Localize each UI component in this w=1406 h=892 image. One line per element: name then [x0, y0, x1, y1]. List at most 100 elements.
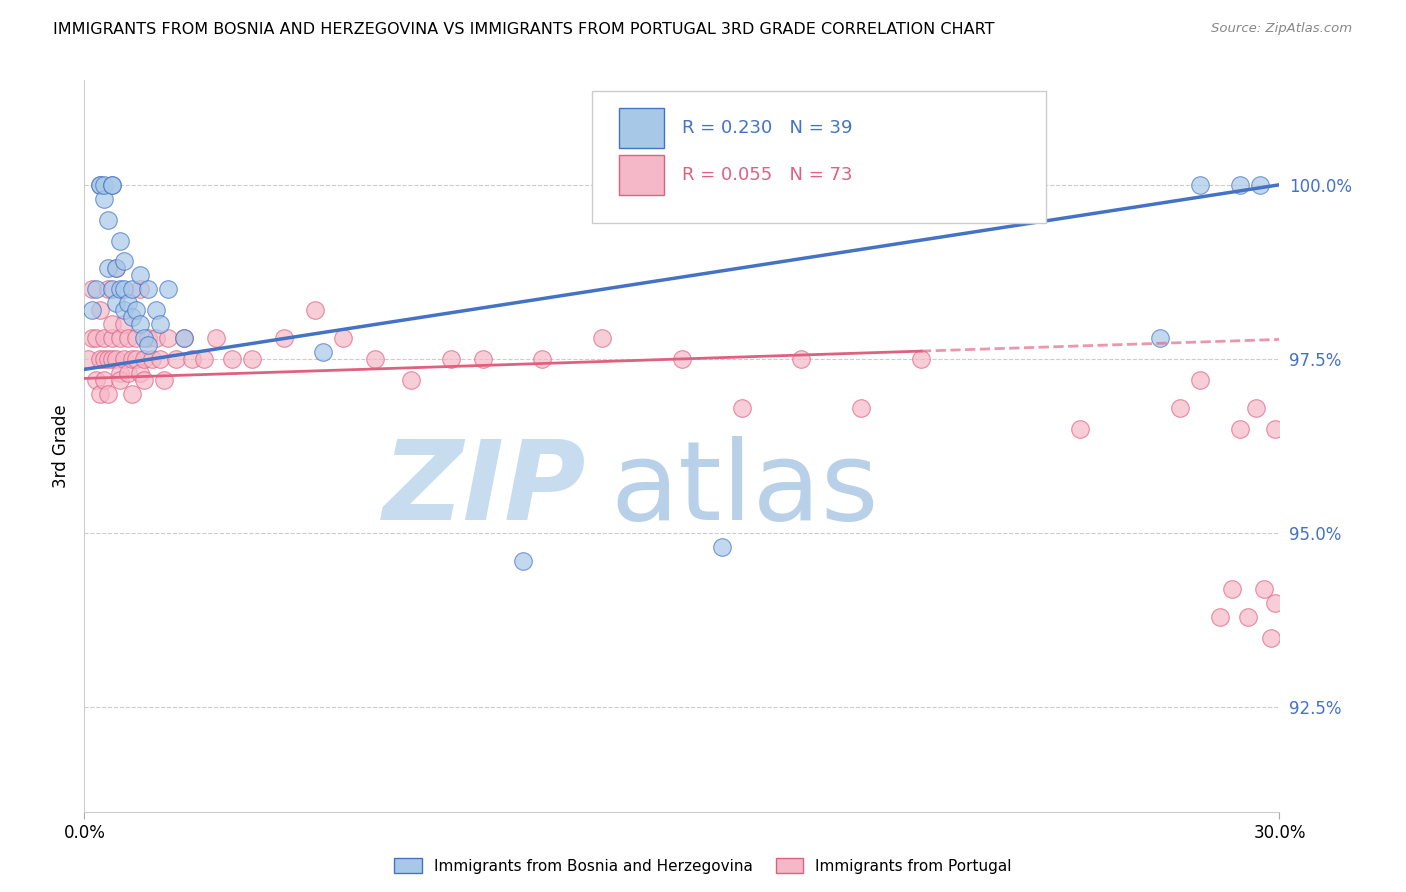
Point [89, 178, 111, 192]
Point [145, 303, 167, 318]
Point [89, 178, 111, 192]
Point [153, 373, 176, 387]
Point [105, 261, 128, 276]
Point [97, 212, 120, 227]
Point [1149, 331, 1171, 345]
Text: IMMIGRANTS FROM BOSNIA AND HERZEGOVINA VS IMMIGRANTS FROM PORTUGAL 3RD GRADE COR: IMMIGRANTS FROM BOSNIA AND HERZEGOVINA V… [53, 22, 995, 37]
Point [121, 351, 143, 366]
Point [132, 351, 156, 366]
Point [105, 261, 128, 276]
Point [910, 351, 932, 366]
Point [125, 331, 148, 345]
Point [125, 303, 148, 318]
Point [157, 331, 180, 345]
Point [121, 310, 143, 325]
Point [132, 373, 156, 387]
Point [1264, 596, 1286, 610]
Point [89, 303, 111, 318]
Point [531, 351, 554, 366]
Point [82, 282, 104, 296]
Point [1249, 178, 1271, 192]
Point [97, 386, 120, 401]
Point [121, 386, 143, 401]
Point [671, 351, 693, 366]
Point [97, 351, 120, 366]
Text: R = 0.230   N = 39: R = 0.230 N = 39 [682, 119, 852, 136]
Point [145, 331, 167, 345]
Point [125, 351, 148, 366]
Point [591, 331, 613, 345]
Point [1229, 421, 1251, 435]
Point [129, 366, 152, 380]
Point [1168, 401, 1191, 415]
Point [112, 317, 135, 331]
Point [82, 303, 104, 318]
Y-axis label: 3rd Grade: 3rd Grade [52, 404, 70, 488]
Point [1229, 178, 1251, 192]
Point [136, 331, 159, 345]
Point [132, 331, 156, 345]
Point [112, 351, 135, 366]
Point [110, 366, 132, 380]
Point [149, 351, 172, 366]
Point [273, 331, 295, 345]
Point [471, 351, 494, 366]
Point [157, 282, 180, 296]
Point [89, 351, 111, 366]
Point [93, 178, 115, 192]
Point [110, 331, 132, 345]
Point [1236, 609, 1258, 624]
Point [97, 261, 120, 276]
Point [129, 317, 152, 331]
Point [1209, 609, 1232, 624]
Legend: Immigrants from Bosnia and Herzegovina, Immigrants from Portugal: Immigrants from Bosnia and Herzegovina, … [388, 852, 1018, 880]
Point [93, 331, 115, 345]
Point [136, 338, 159, 352]
Point [77, 351, 100, 366]
Point [89, 386, 111, 401]
Point [117, 331, 139, 345]
Point [110, 373, 132, 387]
Point [105, 296, 128, 310]
Point [110, 234, 132, 248]
Point [101, 351, 124, 366]
Point [970, 178, 993, 192]
Point [790, 351, 813, 366]
Text: atlas: atlas [610, 436, 879, 543]
Point [173, 331, 195, 345]
Point [129, 268, 152, 283]
Point [165, 351, 187, 366]
Point [1220, 582, 1243, 596]
Point [304, 303, 326, 318]
Point [512, 554, 534, 568]
Point [97, 282, 120, 296]
Point [93, 192, 115, 206]
Point [86, 373, 108, 387]
Point [112, 303, 135, 318]
Point [117, 366, 139, 380]
Point [149, 317, 172, 331]
Point [1264, 421, 1286, 435]
Point [93, 373, 115, 387]
Point [205, 331, 228, 345]
Point [1069, 421, 1091, 435]
Point [101, 331, 124, 345]
Point [93, 351, 115, 366]
Point [101, 178, 124, 192]
Point [101, 282, 124, 296]
Point [851, 401, 873, 415]
Point [117, 296, 139, 310]
Point [101, 178, 124, 192]
Point [193, 351, 215, 366]
FancyBboxPatch shape [619, 108, 664, 148]
Point [141, 351, 163, 366]
Point [136, 282, 159, 296]
Point [440, 351, 463, 366]
Point [1188, 373, 1211, 387]
Point [332, 331, 354, 345]
Point [112, 282, 135, 296]
Point [1188, 178, 1211, 192]
Point [312, 345, 335, 359]
Point [1260, 631, 1282, 645]
Point [129, 282, 152, 296]
